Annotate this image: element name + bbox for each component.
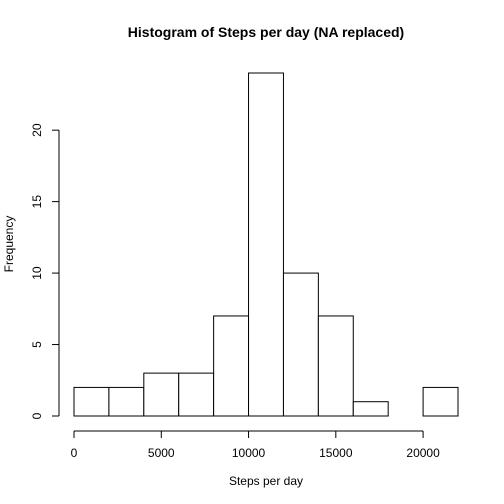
y-tick-label: 5 — [30, 341, 44, 348]
y-tick-label: 0 — [30, 412, 44, 419]
x-tick-label: 5000 — [148, 446, 175, 460]
histogram-bar — [423, 387, 458, 416]
y-tick-label: 15 — [30, 195, 44, 209]
x-tick-label: 0 — [71, 446, 78, 460]
x-tick-label: 10000 — [232, 446, 266, 460]
histogram-bar — [283, 273, 318, 416]
y-axis-label: Frequency — [2, 216, 16, 273]
histogram-bar — [74, 387, 109, 416]
y-tick-label: 10 — [30, 266, 44, 280]
histogram-bar — [318, 316, 353, 416]
histogram-bar — [144, 373, 179, 416]
y-tick-label: 20 — [30, 123, 44, 137]
histogram-bar — [109, 387, 144, 416]
y-axis: 0 5 10 15 20 — [30, 123, 59, 419]
x-axis-label: Steps per day — [229, 474, 303, 488]
x-axis: 0 5000 10000 15000 20000 — [71, 431, 440, 460]
x-tick-label: 20000 — [406, 446, 440, 460]
bars-group — [74, 73, 458, 416]
x-tick-label: 15000 — [319, 446, 353, 460]
histogram-bar — [249, 73, 284, 416]
histogram-bar — [353, 402, 388, 416]
histogram-bar — [179, 373, 214, 416]
chart-title: Histogram of Steps per day (NA replaced) — [128, 24, 404, 40]
histogram-bar — [214, 316, 249, 416]
